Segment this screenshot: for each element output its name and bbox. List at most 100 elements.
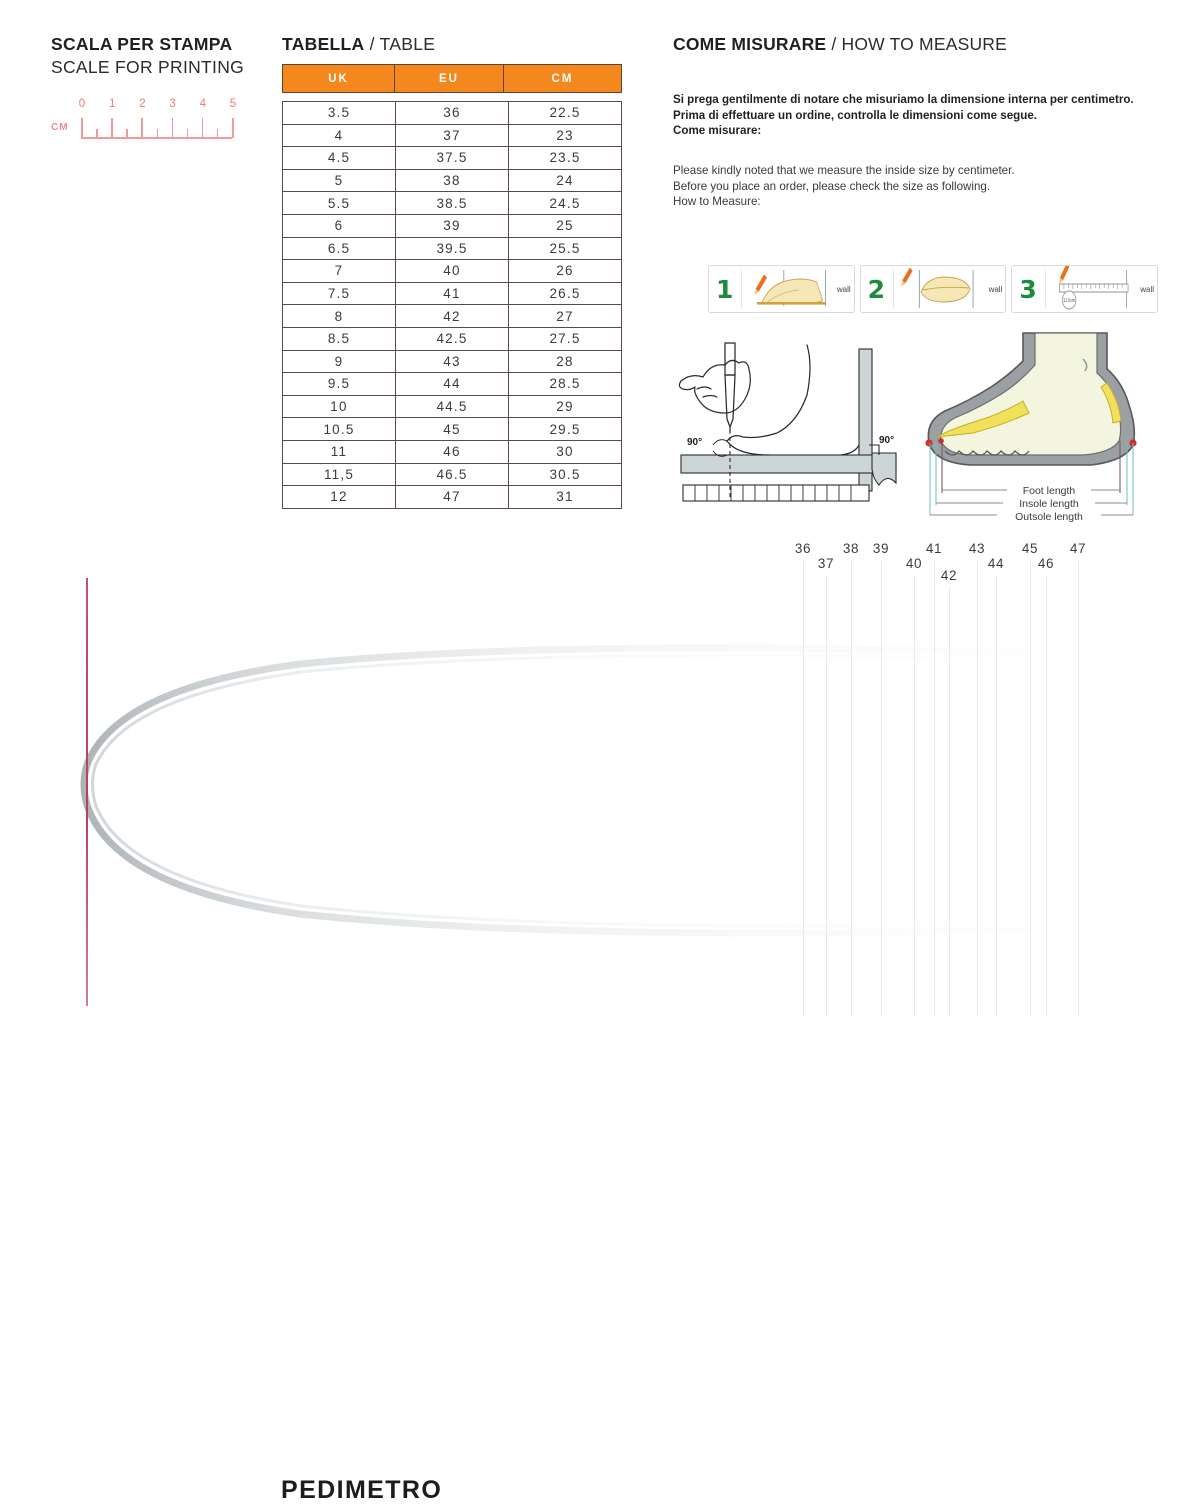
size-table-body-wrap: 3.5 36 22.5 4 37 23 4.5 37.5 23.5 5 38 24 5.5 38.5 24.… [282,101,622,509]
en-line-3: How to Measure: [673,195,761,209]
size-guide-line [914,576,915,1016]
italian-instructions: Si prega gentilmente di notare che misur… [673,92,1134,139]
table-cell: 11,5 [282,462,396,487]
table-cell: 10 [282,394,396,419]
measure-title-it: COME MISURARE [673,34,827,54]
ruler-minor-tick [186,129,189,138]
size-table-head: UK EU CM [282,64,623,93]
table-row: 8.5 42.5 27.5 [282,326,622,351]
ruler-minor-tick [96,129,98,138]
table-cell: 38 [395,168,509,193]
measure-title-sep: / [826,34,842,54]
table-cell: 46 [395,439,509,464]
measure-steps: 1 wall [708,264,1159,313]
size-guide-line [1030,561,1031,1016]
foot-side-view-icon [754,270,827,306]
table-cell: 4 [282,123,396,148]
table-cell: 28.5 [508,372,622,396]
table-cell: 8.5 [282,326,396,351]
size-guide-line [1078,561,1079,1016]
size-mark-label: 40 [905,556,923,571]
table-cell: 47 [395,485,509,509]
pedimetro-baseline [86,578,88,1006]
table-row: 4 37 23 [282,123,622,148]
ruler-minor-tick [156,129,159,138]
table-cell: 44.5 [395,394,509,419]
angle-right-label: 90° [879,435,894,446]
table-row: 11 46 30 [282,439,622,464]
size-mark-label: 41 [925,541,943,556]
table-column-header: UK [282,64,395,93]
it-line-3: Come misurare: [673,124,762,138]
measure-title: COME MISURARE / HOW TO MEASURE [673,33,1173,56]
size-mark-label: 38 [842,541,860,556]
table-row: 10.5 45 29.5 [282,417,622,441]
foot-length-label: Foot length [1023,485,1076,497]
ruler-tick-label: 5 [229,98,237,110]
step-2-number: 2 [867,274,886,304]
step-1-wall-label: wall [836,284,851,294]
table-cell: 25.5 [508,236,622,261]
table-row: 9.5 44 28.5 [282,372,622,396]
table-cell: 29.5 [508,417,622,441]
ruler-measure-icon: 11.5cm [1058,264,1129,310]
measure-title-en: HOW TO MEASURE [841,34,1008,54]
table-cell: 39 [395,213,509,238]
table-cell: 27.5 [508,326,622,351]
ruler-tick-label: 4 [199,98,206,110]
table-cell: 23 [508,123,622,148]
table-header-gap [282,56,622,64]
step-2-wall-label: wall [988,284,1003,294]
table-cell: 24.5 [508,191,622,215]
measuring-foot-illustration: 90° 90° [678,342,897,502]
step-2-divider [893,270,895,308]
size-guide-line [949,588,950,1016]
table-cell: 38.5 [395,191,509,215]
insole-length-label: Insole length [1019,498,1079,510]
table-cell: 28 [508,349,622,374]
measure-step-2: 2 wall [859,265,1007,313]
table-row: 7 40 26 [282,259,622,283]
size-chart-page: SCALA PER STAMPA SCALE FOR PRINTING CM 0… [0,33,1200,1504]
size-guide-line [977,561,978,1016]
table-cell: 10.5 [282,417,396,441]
size-mark-label: 43 [968,541,986,556]
ruler-major-tick [171,118,174,138]
table-cell: 9 [282,349,396,374]
scale-for-printing-section: SCALA PER STAMPA SCALE FOR PRINTING CM 0… [51,33,266,144]
measure-step-3: 3 [1011,264,1159,313]
size-mark-label: 44 [987,556,1005,571]
table-title-sep: / [364,34,380,54]
table-cell: 6.5 [282,236,396,261]
pedimetro-section: 36 37 38 39 40 41 42 43 44 45 46 47 PEDIMETRO [0,516,1200,1504]
english-instructions: Please kindly noted that we measure the … [673,163,1015,210]
table-cell: 25 [508,213,622,238]
step-3-divider [1044,270,1046,308]
ruler-major-tick [81,118,83,138]
ruler-tick-label: 1 [108,98,116,110]
measure-step-1: 1 wall [708,265,855,313]
size-table-body: 3.5 36 22.5 4 37 23 4.5 37.5 23.5 5 38 24 5.5 38.5 24.… [282,101,622,509]
en-line-2: Before you place an order, please check … [673,179,991,193]
pedimetro-title: PEDIMETRO [281,1476,443,1504]
table-row: 12 47 31 [282,485,622,509]
table-cell: 26 [508,259,622,283]
size-guide-line [851,561,852,1016]
size-mark-label: 37 [817,556,835,571]
table-cell: 5.5 [282,191,396,215]
ruler-minor-tick [126,129,128,138]
ruler-tick-label: 3 [169,98,176,110]
size-mark-label: 36 [794,541,812,556]
size-guide-line [826,576,827,1016]
table-cell: 31 [508,485,622,509]
table-cell: 26.5 [508,281,622,306]
table-cell: 22.5 [508,101,622,125]
table-row: 10 44.5 29 [282,394,622,419]
table-cell: 42 [395,304,509,328]
table-cell: 8 [282,304,396,328]
ruler-minor-tick [216,129,219,138]
table-cell: 5 [282,168,396,193]
how-to-measure-section: COME MISURARE / HOW TO MEASURE Si prega … [673,33,1173,523]
step-1-divider [741,270,743,308]
size-table-section: TABELLA / TABLE UK EU CM 3.5 36 22.5 4 37 23 4.5… [282,33,623,509]
